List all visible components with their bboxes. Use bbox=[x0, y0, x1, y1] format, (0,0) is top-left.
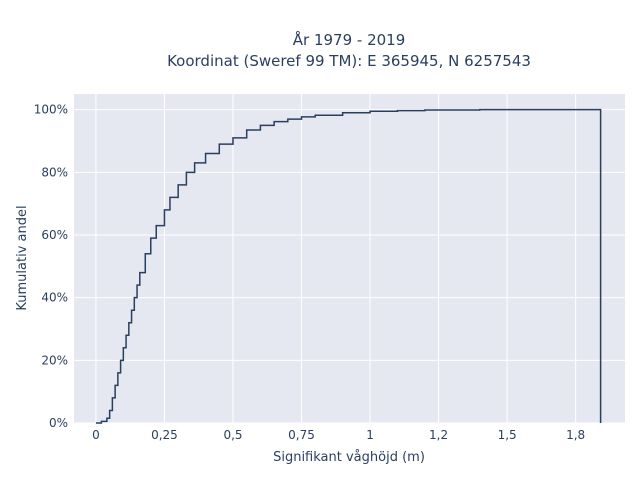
x-tick-label: 1,8 bbox=[566, 428, 585, 442]
x-tick-label: 1,5 bbox=[498, 428, 517, 442]
x-tick-label: 0 bbox=[92, 428, 100, 442]
x-axis-title: Signifikant våghöjd (m) bbox=[273, 450, 425, 465]
chart-title-line-2: Koordinat (Sweref 99 TM): E 365945, N 62… bbox=[167, 52, 531, 70]
y-axis-title: Kumulativ andel bbox=[15, 205, 30, 310]
x-tick-label: 0,75 bbox=[288, 428, 315, 442]
y-tick-label: 100% bbox=[34, 103, 68, 117]
x-tick-label: 1 bbox=[366, 428, 374, 442]
y-tick-label: 20% bbox=[41, 353, 68, 367]
tick-labels: 0 0,25 0,5 0,75 1 1,2 1,5 1,8 0% 20% 40% 60% 80% 100% bbox=[34, 103, 586, 442]
y-tick-label: 40% bbox=[41, 291, 68, 305]
chart-title-line-1: År 1979 - 2019 bbox=[293, 30, 406, 49]
cdf-step-line bbox=[95, 108, 602, 424]
x-tick-label: 1,2 bbox=[429, 428, 448, 442]
y-tick-label: 60% bbox=[41, 228, 68, 242]
y-tick-label: 80% bbox=[41, 165, 68, 179]
x-tick-label: 0,25 bbox=[151, 428, 178, 442]
x-tick-label: 0,5 bbox=[223, 428, 242, 442]
y-tick-label: 0% bbox=[49, 416, 68, 430]
plot-area bbox=[74, 94, 625, 423]
